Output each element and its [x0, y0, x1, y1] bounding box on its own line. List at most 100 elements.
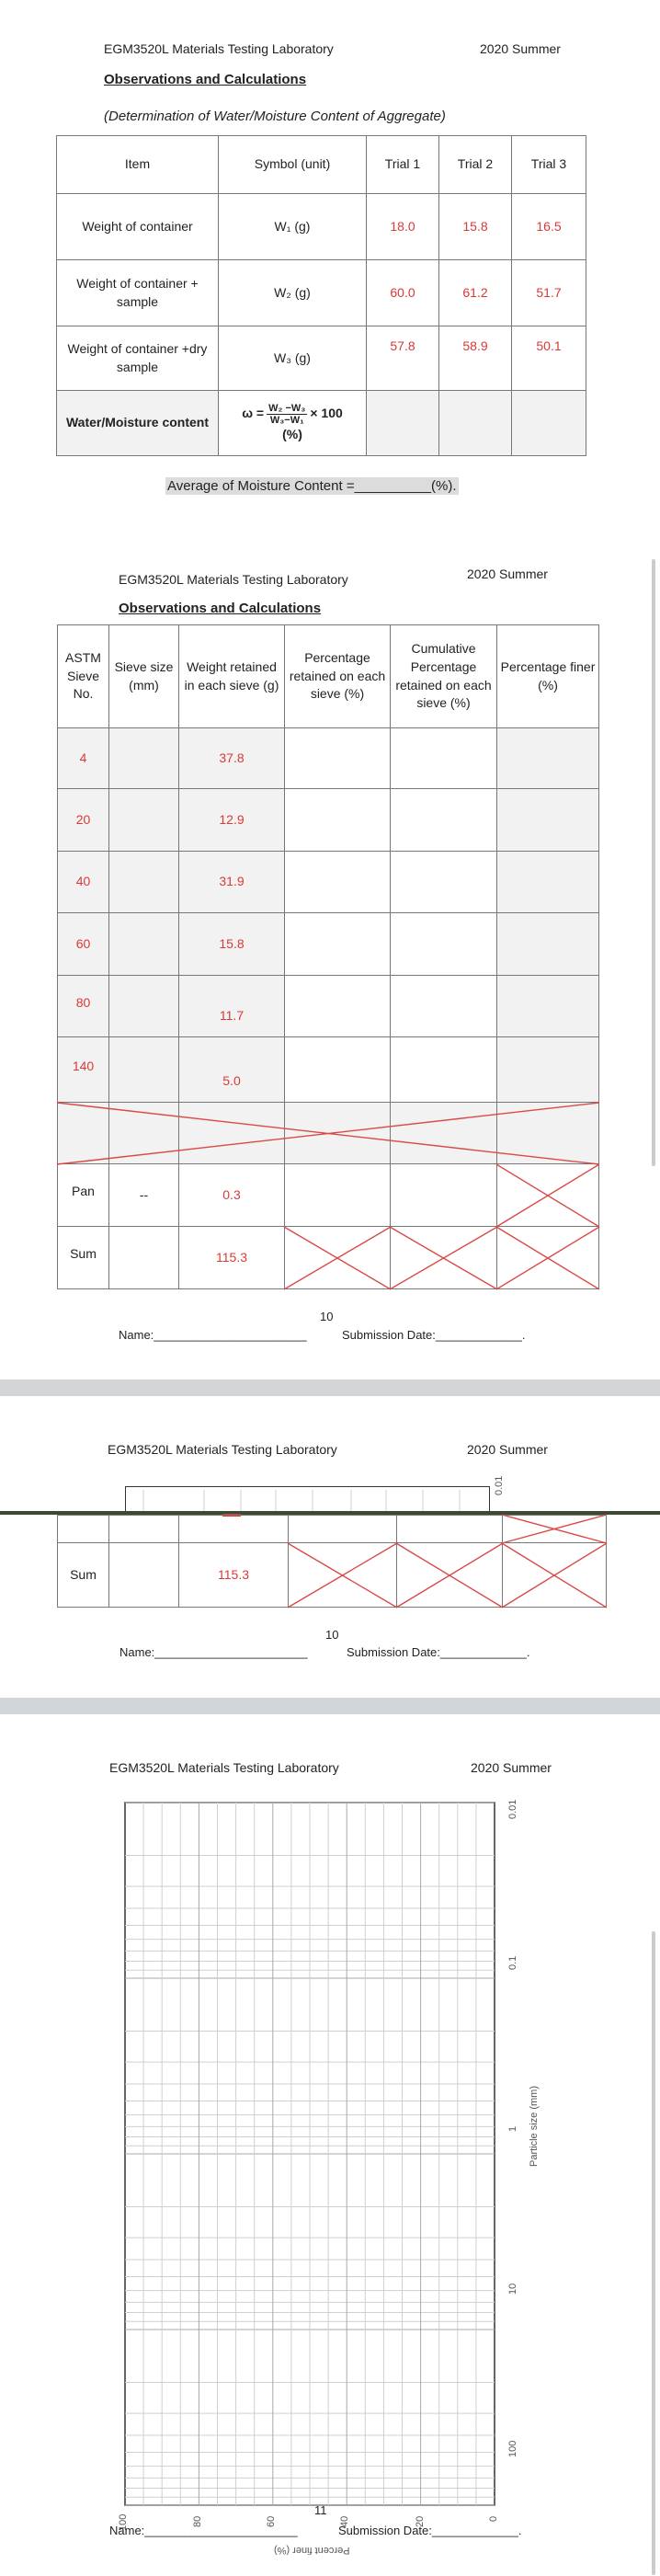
sieve-number: 60 [57, 912, 109, 976]
empty-cell [390, 851, 497, 913]
sieve-number: 80 [57, 975, 109, 1037]
clipped-cell [288, 1515, 397, 1543]
sum-size [108, 1226, 179, 1289]
sum-weight: 115.3 [178, 1542, 289, 1608]
weight-retained: 12.9 [178, 788, 285, 852]
name-line: Name:_______________________ [109, 2524, 298, 2537]
formula-numerator: W₂ −W₃ [267, 402, 308, 415]
formula-unit: (%) [282, 426, 302, 441]
empty-cell [496, 727, 599, 789]
trial-value: 57.8 [366, 326, 439, 391]
crossed-cell [178, 1102, 285, 1164]
row-symbol: W₁ (g) [218, 193, 367, 260]
trial-value: 15.8 [438, 193, 512, 260]
trial-value: 51.7 [511, 259, 586, 326]
sieve-size-cell [108, 912, 179, 976]
graph-frame-top [125, 1486, 490, 1512]
trial-value: 61.2 [438, 259, 512, 326]
sieve-size-cell [108, 727, 179, 789]
result-cell [366, 390, 439, 456]
empty-cell [284, 1163, 391, 1227]
trial-value: 50.1 [511, 326, 586, 391]
empty-cell [284, 1036, 391, 1103]
sieve-number: 20 [57, 788, 109, 852]
page-number: 10 [320, 1310, 334, 1323]
header-weight-retained: Weight retained in each sieve (g) [178, 624, 285, 728]
empty-cell [496, 975, 599, 1037]
axis-label-top: 0.01 [494, 1475, 505, 1495]
crossed-cell [57, 1102, 109, 1164]
x-tick-label: 10 [507, 2283, 518, 2295]
empty-cell [390, 1163, 497, 1227]
header-sieve-size: Sieve size (mm) [108, 624, 179, 728]
scrollbar[interactable] [652, 1931, 655, 2575]
x-tick-label: 0.1 [507, 1955, 518, 1970]
section-subtitle: (Determination of Water/Moisture Content… [104, 109, 446, 124]
row-symbol: W₃ (g) [218, 326, 367, 391]
x-tick-label: 1 [507, 2125, 518, 2132]
empty-cell [496, 1036, 599, 1103]
header-percent-finer: Percentage finer (%) [496, 624, 599, 728]
weight-retained: 37.8 [178, 727, 285, 789]
sieve-size-cell [108, 851, 179, 913]
crossed-cell [284, 1226, 391, 1289]
weight-retained: 15.8 [178, 912, 285, 976]
formula-times: × 100 [310, 406, 343, 421]
page-number: 10 [325, 1628, 339, 1642]
sum-label: Sum [57, 1542, 109, 1608]
crossed-cell [390, 1226, 497, 1289]
header-item: Item [56, 135, 219, 194]
lab-header: EGM3520L Materials Testing Laboratory [108, 1442, 337, 1457]
trial-value: 60.0 [366, 259, 439, 326]
crossed-cell [284, 1102, 391, 1164]
header-symbol: Symbol (unit) [218, 135, 367, 194]
lab-header: EGM3520L Materials Testing Laboratory [109, 1760, 339, 1775]
sieve-size-cell [108, 788, 179, 852]
empty-cell [390, 788, 497, 852]
crossed-cell [496, 1102, 599, 1164]
submission-date-line: Submission Date:_____________. [342, 1328, 526, 1342]
y-tick-label: 0 [488, 2515, 499, 2522]
scrollbar[interactable] [652, 559, 655, 1166]
formula-fraction: W₂ −W₃ W₃−W₁ [267, 402, 308, 426]
page-gap [0, 1698, 660, 1714]
weight-retained: 11.7 [178, 975, 285, 1037]
section-title: Observations and Calculations [119, 601, 322, 616]
trial-value: 16.5 [511, 193, 586, 260]
empty-cell [284, 727, 391, 789]
crossed-cell [108, 1102, 179, 1164]
result-cell [438, 390, 512, 456]
x-axis-label: Particle size (mm) [529, 2085, 540, 2167]
row-symbol: W₂ (g) [218, 259, 367, 326]
page-gap [0, 1380, 660, 1396]
trial-value: 18.0 [366, 193, 439, 260]
weight-retained: 31.9 [178, 851, 285, 913]
weight-retained: 5.0 [178, 1036, 285, 1103]
page-number: 11 [314, 2503, 327, 2517]
average-moisture-line: Average of Moisture Content =__________(… [165, 477, 459, 495]
lab-header: EGM3520L Materials Testing Laboratory [104, 41, 334, 56]
sieve-number: 140 [57, 1036, 109, 1103]
header-trial-2: Trial 2 [438, 135, 512, 194]
empty-cell [496, 912, 599, 976]
graph-frame [124, 1802, 495, 2506]
empty-cell [496, 788, 599, 852]
crossed-cell [496, 1226, 599, 1289]
empty-cell [390, 727, 497, 789]
crossed-cell [396, 1542, 503, 1608]
header-trial-1: Trial 1 [366, 135, 439, 194]
section-title: Observations and Calculations [104, 72, 307, 87]
y-axis-label: Percent finer (%) [274, 2545, 350, 2556]
empty-cell [284, 788, 391, 852]
result-item: Water/Moisture content [56, 390, 219, 456]
trial-value: 58.9 [438, 326, 512, 391]
pan-label: Pan [57, 1163, 109, 1227]
sum-label: Sum [57, 1226, 109, 1289]
submission-date-line: Submission Date:_____________. [347, 1645, 530, 1659]
empty-cell [284, 975, 391, 1037]
empty-cell [390, 1036, 497, 1103]
lab-header: EGM3520L Materials Testing Laboratory [119, 572, 348, 587]
header-percent-retained: Percentage retained on each sieve (%) [284, 624, 391, 728]
sieve-size-cell [108, 975, 179, 1037]
clipped-cell [57, 1515, 109, 1543]
